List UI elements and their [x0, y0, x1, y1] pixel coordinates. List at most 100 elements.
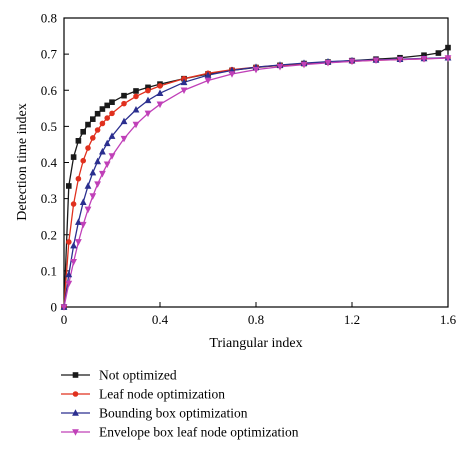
data-point-1 [66, 183, 72, 189]
data-point-4 [228, 71, 236, 78]
data-point-4 [420, 56, 428, 63]
y-tick-label: 0.4 [41, 155, 58, 170]
data-point-2 [80, 157, 86, 164]
legend-item: Envelope box leaf node optimization [61, 425, 299, 440]
legend-item: Leaf node optimization [61, 387, 225, 402]
data-point-4 [70, 259, 77, 266]
data-point-2 [75, 175, 82, 182]
data-point-1 [75, 138, 82, 144]
y-tick-label: 0.3 [41, 191, 57, 206]
x-tick-label: 0.8 [248, 312, 264, 327]
x-axis-title: Triangular index [209, 336, 302, 351]
x-tick-label: 0.4 [152, 312, 169, 327]
data-point-1 [133, 88, 139, 94]
legend-label: Bounding box optimization [99, 406, 248, 421]
data-point-2 [157, 83, 163, 89]
y-tick-label: 0 [51, 300, 58, 315]
data-point-4 [444, 55, 452, 62]
legend: Not optimized Leaf node optimization Bound… [61, 368, 299, 440]
y-tick-label: 0.7 [41, 47, 58, 62]
data-point-4 [348, 58, 356, 66]
y-tick-label: 0.1 [41, 263, 57, 278]
data-point-3 [132, 106, 140, 113]
data-point-4 [99, 170, 106, 178]
data-point-4 [300, 61, 308, 69]
data-point-4 [75, 239, 82, 246]
data-point-3 [108, 132, 116, 139]
data-point-4 [60, 304, 68, 311]
y-tick-label: 0.6 [41, 83, 58, 98]
data-point-2 [121, 100, 127, 107]
data-point-3 [89, 168, 97, 176]
legend-marker [72, 409, 79, 416]
x-tick-label: 1.2 [344, 312, 360, 327]
data-point-1 [445, 44, 451, 51]
data-point-2 [133, 93, 139, 100]
data-point-1 [99, 106, 106, 112]
data-point-1 [109, 99, 115, 105]
legend-marker [72, 391, 79, 397]
data-point-3 [94, 157, 101, 165]
y-tick-label: 0.8 [41, 11, 57, 26]
data-point-1 [121, 92, 127, 99]
data-point-4 [372, 57, 380, 65]
data-point-3 [79, 198, 87, 206]
data-point-4 [108, 153, 116, 160]
data-point-4 [324, 59, 332, 67]
y-axis-title: Detection time index [15, 103, 30, 220]
data-point-4 [144, 110, 152, 118]
y-axis-ticks: 0 0.1 0.2 0.3 0.4 0.5 0.6 0.7 0.8 [41, 11, 69, 315]
data-point-1 [85, 121, 91, 128]
series-markers [60, 44, 452, 311]
x-tick-label: 1.6 [440, 312, 457, 327]
data-point-3 [156, 89, 164, 96]
data-point-3 [75, 218, 82, 225]
series-lines [63, 47, 449, 308]
data-point-3 [65, 270, 73, 278]
data-point-1 [104, 102, 110, 109]
legend-marker [72, 372, 79, 378]
legend-label: Leaf node optimization [99, 387, 225, 402]
legend-marker [72, 429, 79, 436]
data-point-2 [85, 145, 91, 151]
data-point-3 [180, 78, 188, 86]
data-point-2 [109, 110, 115, 117]
data-point-2 [99, 120, 106, 127]
legend-item: Not optimized [61, 368, 177, 383]
data-point-1 [70, 154, 77, 160]
y-tick-label: 0.5 [41, 119, 57, 134]
plot-frame [63, 17, 449, 308]
data-point-4 [89, 193, 97, 200]
data-point-3 [84, 182, 92, 189]
data-point-2 [90, 135, 96, 141]
data-point-4 [180, 87, 188, 95]
legend-label: Not optimized [99, 368, 177, 383]
data-point-4 [65, 280, 73, 288]
data-point-1 [90, 116, 96, 122]
data-point-4 [204, 77, 212, 85]
x-axis-ticks: 0 0.4 0.8 1.2 1.6 [61, 302, 457, 327]
data-point-1 [80, 128, 86, 135]
data-point-4 [84, 206, 92, 214]
data-point-3 [144, 96, 152, 104]
data-point-3 [70, 241, 77, 249]
data-point-2 [104, 115, 110, 121]
data-point-3 [103, 139, 111, 147]
legend-item: Bounding box optimization [61, 406, 248, 421]
series-line-1 [63, 47, 449, 308]
data-point-2 [66, 239, 72, 245]
data-point-4 [94, 181, 101, 188]
data-point-3 [204, 71, 212, 78]
data-point-4 [276, 63, 284, 71]
data-point-2 [70, 201, 77, 207]
data-point-4 [103, 161, 111, 169]
data-point-4 [396, 56, 404, 64]
data-point-4 [132, 121, 140, 129]
legend-label: Envelope box leaf node optimization [99, 425, 299, 440]
data-point-1 [94, 110, 101, 117]
data-point-4 [120, 135, 128, 143]
data-point-3 [99, 147, 106, 155]
data-point-4 [79, 221, 87, 229]
y-tick-label: 0.2 [41, 227, 57, 242]
data-point-4 [252, 66, 260, 74]
